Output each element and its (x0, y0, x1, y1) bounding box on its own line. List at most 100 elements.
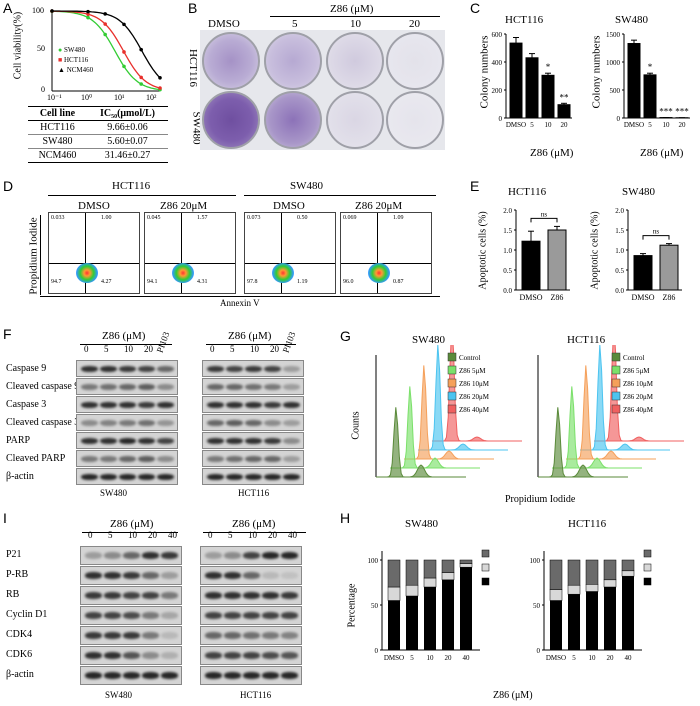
y-tick-label: 0.0 (615, 287, 624, 295)
blot-strip (200, 626, 302, 645)
dose-label: 0 (210, 344, 215, 354)
blot-band (245, 473, 262, 480)
blot-band (207, 437, 224, 444)
bar-g0g1 (568, 594, 580, 650)
blot-band (85, 552, 102, 559)
d-xlabel: Annexin V (220, 298, 260, 308)
quadrant-value: 94.1 (147, 279, 158, 285)
blot-band (85, 632, 102, 639)
blot-strip (200, 666, 302, 685)
blot-band (100, 437, 117, 444)
f-cell-sw480: SW480 (100, 488, 127, 498)
blot-band (281, 672, 298, 679)
blot-label: PARP (6, 435, 31, 446)
blot-band (205, 632, 222, 639)
blot-band (243, 572, 260, 579)
x-tick-label: Z86 (551, 293, 564, 302)
e-ylabel-right: Apoptotic cells (%) (589, 211, 601, 290)
data-point (122, 50, 126, 54)
panel-label-a: A (3, 0, 13, 16)
blot-band (226, 383, 243, 390)
blot-band (224, 592, 241, 599)
blot-band (283, 455, 300, 462)
data-point (158, 75, 162, 80)
x-tick-label: 10 (545, 121, 553, 129)
x-tick-label: Z86 (663, 293, 676, 302)
c-title-hct116: HCT116 (505, 14, 544, 26)
blot-band (104, 592, 121, 599)
blot-strip (200, 646, 302, 665)
bar-g2m (423, 559, 437, 579)
blot-band (104, 572, 121, 579)
d-xaxis (40, 296, 440, 297)
x-tick-label: 5 (410, 654, 414, 662)
quadrant-value: 0.50 (297, 215, 308, 221)
blot-band (100, 419, 117, 426)
blot-band (138, 419, 155, 426)
bar (541, 74, 555, 119)
dose-label: 10 (248, 530, 257, 540)
ns-bracket (530, 217, 558, 223)
c-chart-hct116: 0 200 400 600 DMSO 5 * 10 ** 20 (492, 31, 572, 129)
blot-band (283, 419, 300, 426)
blot-label: P21 (6, 549, 22, 560)
dose-label: 40 (288, 530, 297, 540)
blot-band (205, 552, 222, 559)
data-point (103, 32, 107, 37)
blot-strip (200, 546, 302, 565)
dose-label: 5 (108, 530, 113, 540)
g-ylabel: Counts (350, 411, 362, 440)
blot-band (81, 473, 98, 480)
a-ytick-0: 0 (41, 85, 45, 94)
blot-label: RB (6, 589, 20, 600)
d-yaxis (40, 215, 41, 295)
blot-band (100, 383, 117, 390)
blot-band (262, 672, 279, 679)
x-tick-label: 40 (463, 654, 471, 662)
blot-band (262, 652, 279, 659)
bar-s (585, 584, 599, 592)
bar-s (441, 572, 455, 581)
blot-strip (202, 414, 304, 431)
blot-label: P-RB (6, 569, 29, 580)
dose-label: PI103 (154, 330, 172, 354)
blot-band (207, 401, 224, 408)
blot-band (262, 592, 279, 599)
bar-g2m (441, 559, 455, 573)
quadrant-value: 0.045 (147, 215, 161, 221)
blot-band (264, 419, 281, 426)
bar-s (405, 584, 419, 597)
blot-band (205, 612, 222, 619)
bar-g0g1 (460, 567, 472, 650)
h-xlabel: Z86 (μM) (493, 690, 533, 701)
h-chart-sw480: 050100DMSO5102040G2/MSG0/G1 (368, 549, 490, 662)
legend-label: Z86 40μM (459, 406, 490, 414)
i-cell-hct116: HCT116 (240, 690, 272, 700)
legend-swatch (447, 391, 457, 401)
blot-strip (80, 606, 182, 625)
ns-label: ns (653, 228, 660, 236)
blot-band (243, 592, 260, 599)
significance-star: *** (659, 107, 673, 117)
f-title-right: Z86 (μM) (228, 330, 272, 342)
blot-band (243, 552, 260, 559)
blot-strip (202, 360, 304, 377)
blot-band (142, 572, 159, 579)
panel-label-c: C (470, 0, 481, 16)
y-tick-label: 0 (375, 647, 379, 655)
blot-band (262, 552, 279, 559)
bar-g2m (603, 559, 617, 581)
f-line-right (206, 344, 296, 345)
g-histogram: Control Z86 5μM Z86 10μM Z86 20μM Z86 40μM Co… (375, 345, 684, 478)
blot-strip (80, 566, 182, 585)
blot-band (283, 383, 300, 390)
blot-label: β-actin (6, 471, 34, 482)
blot-band (205, 652, 222, 659)
d-title-hct116: HCT116 (112, 180, 151, 192)
data-point (50, 9, 54, 13)
blot-band (161, 612, 178, 619)
blot-band (264, 473, 281, 480)
a-legend-hct116: ■ HCT116 (58, 56, 89, 64)
d-line-sw (244, 195, 436, 196)
bar (557, 104, 571, 119)
